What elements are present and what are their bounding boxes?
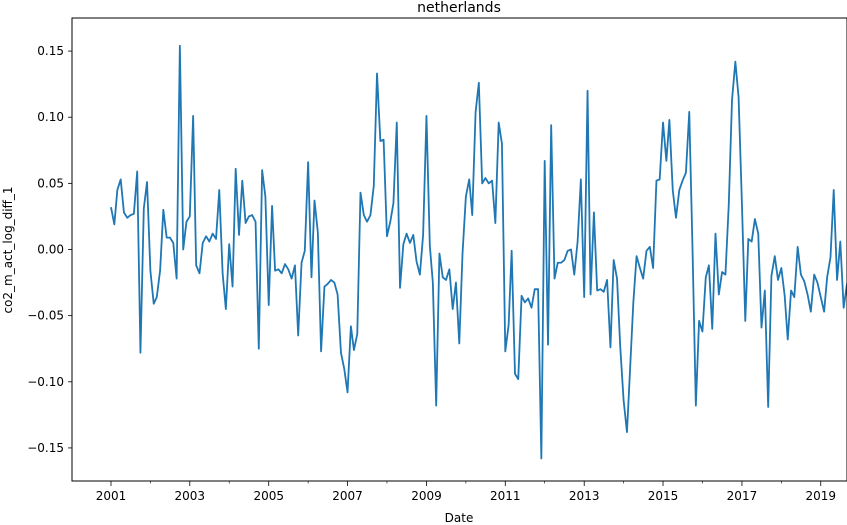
y-tick-label: 0.00 [37,243,64,257]
x-axis-label: Date [445,511,474,525]
y-tick-label: 0.10 [37,110,64,124]
x-tick-label: 2009 [411,489,442,503]
x-tick-label: 2019 [805,489,836,503]
plot-frame [71,17,847,482]
y-tick-label: 0.15 [37,44,64,58]
x-tick-label: 2011 [490,489,521,503]
y-tick-label: −0.10 [27,375,64,389]
series-line [110,44,847,460]
x-tick-label: 2007 [332,489,363,503]
x-tick-label: 2001 [96,489,127,503]
y-tick-label: −0.05 [27,309,64,323]
x-tick-label: 2015 [648,489,679,503]
y-axis-ticks: 0.15 0.10 0.05 0.00 −0.05 −0.10 −0.15 [27,44,72,455]
x-axis-ticks: 2001 2003 2005 2007 2009 2011 2013 2015 2017 2019 [96,481,836,503]
x-tick-label: 2005 [253,489,284,503]
x-tick-label: 2003 [175,489,206,503]
x-tick-label: 2013 [569,489,600,503]
chart-title: netherlands [417,0,501,16]
y-tick-label: −0.15 [27,441,64,455]
y-tick-label: 0.05 [37,176,64,190]
x-tick-label: 2017 [727,489,758,503]
y-axis-label: co2_m_act_log_diff_1 [1,186,15,313]
